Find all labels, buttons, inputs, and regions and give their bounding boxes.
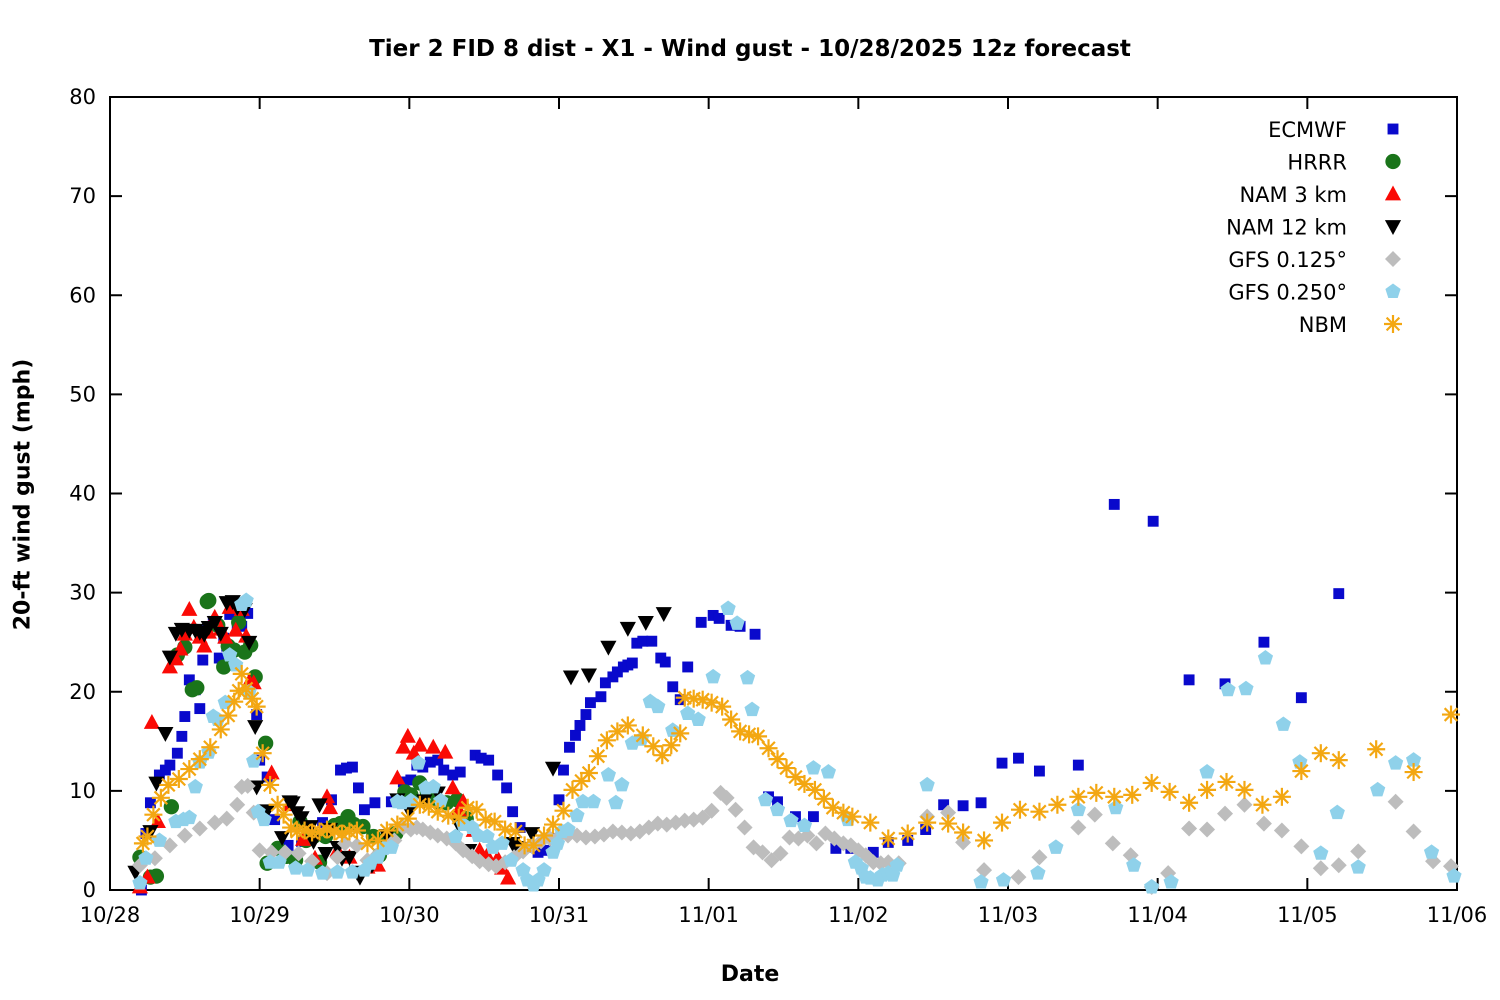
legend-label-nbm: NBM <box>1299 313 1347 337</box>
legend-label-ecmwf: ECMWF <box>1268 118 1347 142</box>
x-tick-label: 11/02 <box>828 903 889 927</box>
chart-title: Tier 2 FID 8 dist - X1 - Wind gust - 10/… <box>369 36 1131 62</box>
x-tick-label: 11/05 <box>1277 903 1338 927</box>
legend: ECMWF HRRR NAM 3 km NAM 12 km GFS 0.125° GFS … <box>1226 118 1402 337</box>
legend-marker-asterisk-icon <box>1384 315 1402 333</box>
y-tick-label: 80 <box>69 85 96 109</box>
x-tick-label: 11/04 <box>1127 903 1188 927</box>
y-tick-label: 50 <box>69 382 96 406</box>
y-tick-label: 10 <box>69 779 96 803</box>
x-tick-label: 10/28 <box>80 903 141 927</box>
y-tick-label: 70 <box>69 184 96 208</box>
legend-label-hrrr: HRRR <box>1287 151 1347 175</box>
x-tick-label: 11/06 <box>1427 903 1488 927</box>
legend-label-nam-3-km: NAM 3 km <box>1239 183 1347 207</box>
legend-label-gfs-0-125-: GFS 0.125° <box>1228 248 1347 272</box>
x-axis-label: Date <box>720 962 780 987</box>
legend-marker-triangle-down-icon <box>1384 220 1402 235</box>
y-tick-label: 60 <box>69 283 96 307</box>
legend-label-gfs-0-250-: GFS 0.250° <box>1228 281 1347 305</box>
x-tick-label: 10/30 <box>379 903 440 927</box>
x-tick-label: 10/29 <box>229 903 290 927</box>
legend-label-nam-12-km: NAM 12 km <box>1226 216 1347 240</box>
x-tick-label: 11/01 <box>678 903 739 927</box>
y-tick-label: 30 <box>69 581 96 605</box>
y-tick-label: 40 <box>69 482 96 506</box>
legend-marker-triangle-up-icon <box>1384 185 1402 201</box>
legend-marker-pentagon-icon <box>1385 283 1401 298</box>
legend-marker-circle-icon <box>1385 153 1401 170</box>
x-tick-label: 10/31 <box>529 903 590 927</box>
y-tick-label: 0 <box>83 878 96 902</box>
y-tick-label: 20 <box>69 680 96 704</box>
legend-marker-diamond-icon <box>1385 251 1401 267</box>
legend-marker-square-icon <box>1387 123 1399 135</box>
x-tick-label: 11/03 <box>978 903 1039 927</box>
series-nbm <box>133 664 1461 855</box>
